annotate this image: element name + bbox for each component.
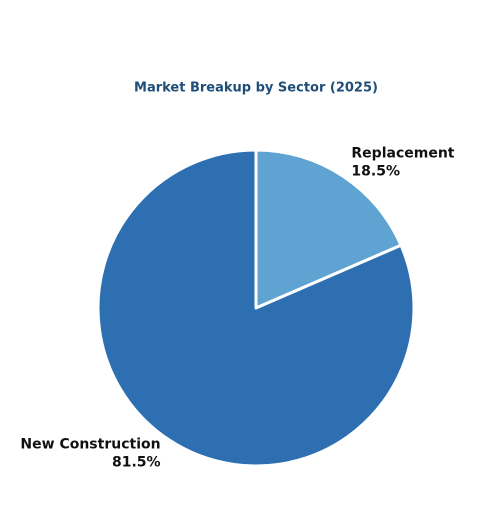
slice-value-label: 18.5%: [351, 164, 400, 180]
slice-value-label: 81.5%: [112, 454, 161, 470]
pie-slice: [254, 148, 403, 310]
slice-label: Replacement: [351, 146, 454, 162]
pie-slice: [96, 148, 416, 468]
chart-title: Market Breakup by Sector (2025): [134, 81, 378, 96]
slice-label: New Construction: [20, 436, 160, 452]
